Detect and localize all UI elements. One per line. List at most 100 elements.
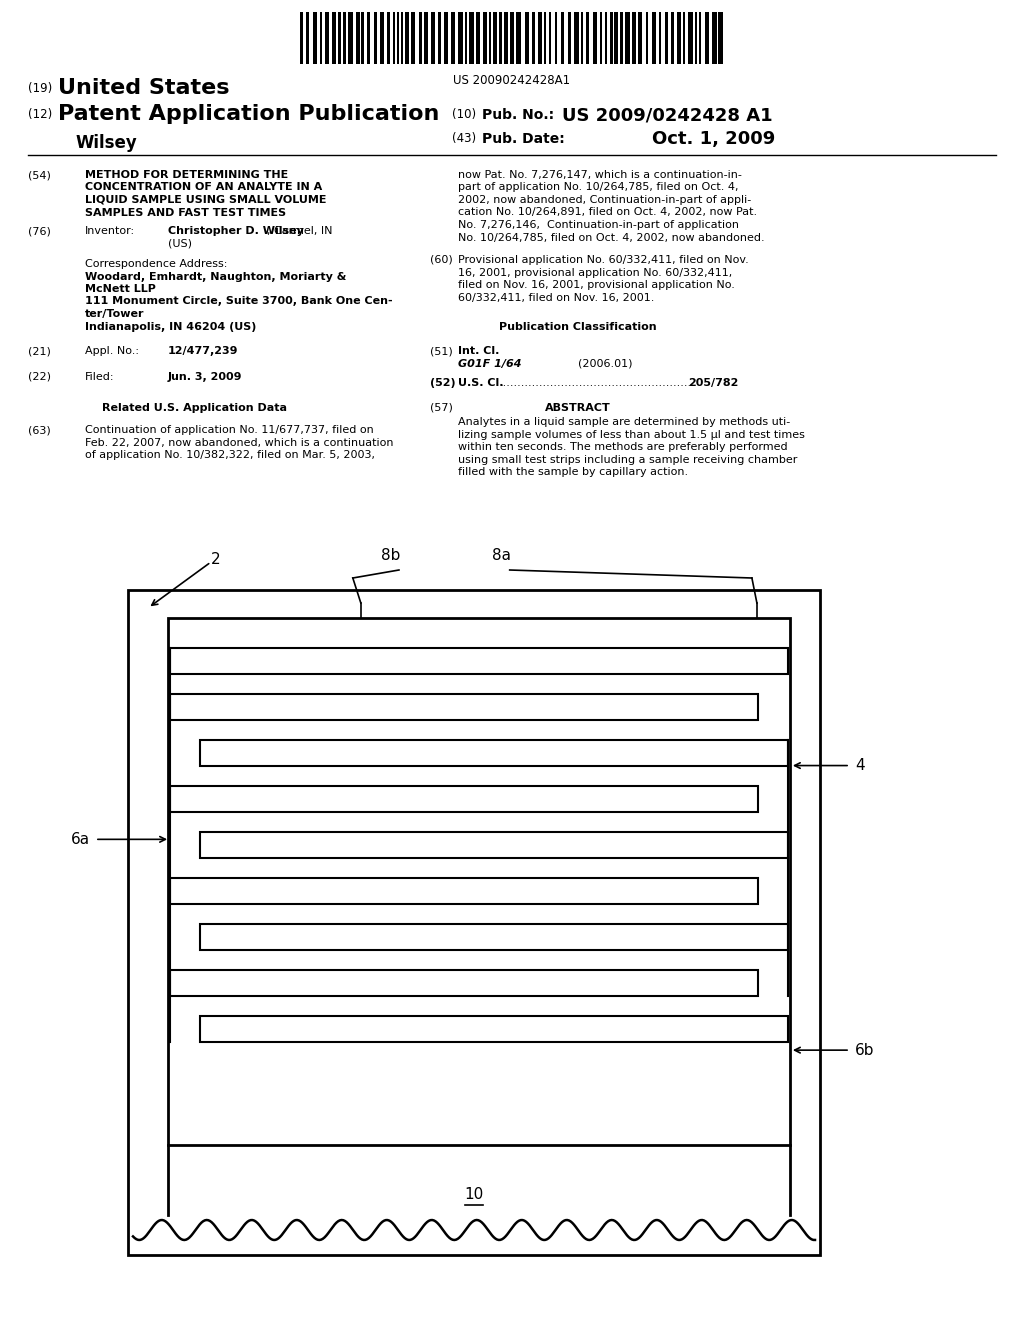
Bar [200,741,788,766]
Text: Feb. 22, 2007, now abandoned, which is a continuation: Feb. 22, 2007, now abandoned, which is a… [85,438,393,447]
Text: ......................................................: ........................................… [500,378,695,388]
Bar [170,648,788,675]
Bar [353,12,355,63]
Bar [170,970,758,997]
Text: (12): (12) [28,108,52,121]
Text: Appl. No.:: Appl. No.: [85,346,139,356]
Bar [630,12,632,63]
Bar [580,12,581,63]
Bar [535,12,538,63]
Bar [508,12,511,63]
Bar [329,12,332,63]
Text: now Pat. No. 7,276,147, which is a continuation-in-: now Pat. No. 7,276,147, which is a conti… [458,170,741,180]
Bar [557,12,561,63]
Text: 205/782: 205/782 [688,378,738,388]
Bar [463,12,465,63]
Bar [403,12,406,63]
Bar [422,12,424,63]
Text: filed on Nov. 16, 2001, provisional application No.: filed on Nov. 16, 2001, provisional appl… [458,280,735,290]
Text: METHOD FOR DETERMINING THE: METHOD FOR DETERMINING THE [85,170,288,180]
Bar [128,590,820,1255]
Bar [607,12,610,63]
Bar [300,12,724,63]
Bar [546,12,549,63]
Text: 2002, now abandoned, Continuation-in-part of appli-: 2002, now abandoned, Continuation-in-par… [458,195,752,205]
Text: filled with the sample by capillary action.: filled with the sample by capillary acti… [458,467,688,478]
Text: No. 7,276,146,  Continuation-in-part of application: No. 7,276,146, Continuation-in-part of a… [458,220,739,230]
Text: (10): (10) [452,108,476,121]
Bar [648,12,652,63]
Text: ter/Tower: ter/Tower [85,309,144,319]
Text: LIQUID SAMPLE USING SMALL VOLUME: LIQUID SAMPLE USING SMALL VOLUME [85,195,327,205]
Text: using small test strips including a sample receiving chamber: using small test strips including a samp… [458,455,798,465]
Bar [377,12,380,63]
Text: (60): (60) [430,255,453,265]
Bar [662,12,665,63]
Bar [435,12,438,63]
Text: US 2009/0242428 A1: US 2009/0242428 A1 [562,106,773,124]
Bar [564,12,567,63]
Bar [497,12,500,63]
Text: (22): (22) [28,371,51,381]
Text: of application No. 10/382,322, filed on Mar. 5, 2003,: of application No. 10/382,322, filed on … [85,450,375,461]
Bar [409,12,411,63]
Text: (52): (52) [430,378,456,388]
Bar [359,12,361,63]
Text: Analytes in a liquid sample are determined by methods uti-: Analytes in a liquid sample are determin… [458,417,791,428]
Bar [502,12,504,63]
Bar [170,785,758,812]
Text: CONCENTRATION OF AN ANALYTE IN A: CONCENTRATION OF AN ANALYTE IN A [85,182,323,193]
Bar [701,12,706,63]
Text: (76): (76) [28,226,51,236]
Bar [696,12,699,63]
Text: (43): (43) [452,132,476,145]
Text: (63): (63) [28,425,51,436]
Bar [455,12,459,63]
Text: G01F 1/64: G01F 1/64 [458,359,521,370]
Bar [317,12,319,63]
Text: Int. Cl.: Int. Cl. [458,346,500,356]
Text: 6a: 6a [71,832,90,847]
Bar [521,12,525,63]
Bar [395,12,397,63]
Text: Oct. 1, 2009: Oct. 1, 2009 [652,129,775,148]
Text: Pub. No.:: Pub. No.: [482,108,554,121]
Text: cation No. 10/264,891, filed on Oct. 4, 2002, now Pat.: cation No. 10/264,891, filed on Oct. 4, … [458,207,757,218]
Bar [399,12,401,63]
Bar [200,1016,788,1041]
Text: Indianapolis, IN 46204 (US): Indianapolis, IN 46204 (US) [85,322,256,331]
Bar [514,12,516,63]
Text: No. 10/264,785, filed on Oct. 4, 2002, now abandoned.: No. 10/264,785, filed on Oct. 4, 2002, n… [458,232,765,243]
Bar [709,12,712,63]
Text: Wilsey: Wilsey [75,135,137,152]
Bar [617,12,620,63]
Bar [416,12,419,63]
Text: (57): (57) [430,403,453,413]
Bar [492,12,494,63]
Text: Filed:: Filed: [85,371,115,381]
Bar [685,12,688,63]
Bar [200,924,788,950]
Bar [487,12,489,63]
Bar [170,694,758,719]
Text: (19): (19) [28,82,52,95]
Bar [480,12,483,63]
Bar [584,12,586,63]
Bar [428,12,431,63]
Bar [636,12,638,63]
Bar [717,12,718,63]
Text: 4: 4 [855,758,864,774]
Bar [371,12,374,63]
Text: Correspondence Address:: Correspondence Address: [85,259,227,269]
Text: 8b: 8b [381,548,400,564]
Text: 111 Monument Circle, Suite 3700, Bank One Cen-: 111 Monument Circle, Suite 3700, Bank On… [85,297,392,306]
Bar [674,12,677,63]
Text: Continuation of application No. 11/677,737, filed on: Continuation of application No. 11/677,7… [85,425,374,436]
Text: Provisional application No. 60/332,411, filed on Nov.: Provisional application No. 60/332,411, … [458,255,749,265]
Bar [447,12,452,63]
Bar [341,12,343,63]
Text: Pub. Date:: Pub. Date: [482,132,565,147]
Bar [390,12,393,63]
Bar [303,12,306,63]
Text: Christopher D. Wilsey: Christopher D. Wilsey [168,226,304,236]
